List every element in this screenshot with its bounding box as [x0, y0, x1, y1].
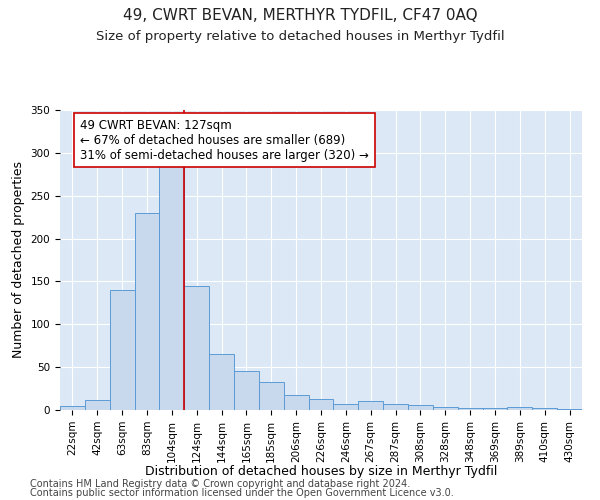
Text: Distribution of detached houses by size in Merthyr Tydfil: Distribution of detached houses by size … — [145, 464, 497, 477]
Bar — [234, 372, 259, 410]
Text: Size of property relative to detached houses in Merthyr Tydfil: Size of property relative to detached ho… — [95, 30, 505, 43]
Bar — [160, 166, 184, 410]
Text: 49, CWRT BEVAN, MERTHYR TYDFIL, CF47 0AQ: 49, CWRT BEVAN, MERTHYR TYDFIL, CF47 0AQ — [122, 8, 478, 22]
Bar — [532, 408, 557, 410]
Bar — [259, 382, 284, 410]
Bar — [383, 404, 408, 410]
Bar — [85, 400, 110, 410]
Text: Contains HM Land Registry data © Crown copyright and database right 2024.: Contains HM Land Registry data © Crown c… — [30, 479, 410, 489]
Bar — [284, 396, 308, 410]
Text: Contains public sector information licensed under the Open Government Licence v3: Contains public sector information licen… — [30, 488, 454, 498]
Bar — [209, 354, 234, 410]
Bar — [110, 290, 134, 410]
Bar — [184, 286, 209, 410]
Bar — [308, 399, 334, 410]
Bar — [508, 406, 532, 410]
Y-axis label: Number of detached properties: Number of detached properties — [12, 162, 25, 358]
Bar — [482, 408, 508, 410]
Bar — [458, 408, 482, 410]
Bar — [334, 404, 358, 410]
Bar — [358, 402, 383, 410]
Bar — [134, 213, 160, 410]
Bar — [433, 406, 458, 410]
Text: 49 CWRT BEVAN: 127sqm
← 67% of detached houses are smaller (689)
31% of semi-det: 49 CWRT BEVAN: 127sqm ← 67% of detached … — [80, 118, 369, 162]
Bar — [60, 406, 85, 410]
Bar — [557, 409, 582, 410]
Bar — [408, 405, 433, 410]
